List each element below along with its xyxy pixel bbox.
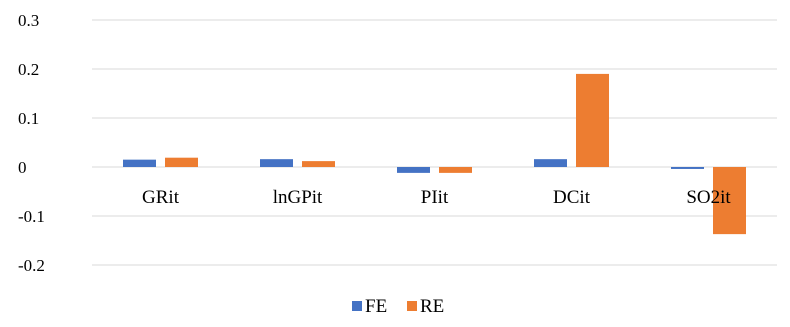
category-label: GRit bbox=[142, 187, 180, 208]
legend: FE RE bbox=[352, 296, 444, 317]
y-tick-label: 0.2 bbox=[18, 60, 39, 79]
y-tick-label: -0.1 bbox=[18, 207, 45, 226]
y-tick-label: 0.3 bbox=[18, 11, 39, 30]
y-axis-tick-labels: -0.2 -0.1 0 0.1 0.2 0.3 bbox=[18, 11, 45, 275]
bar-re-dcit bbox=[576, 73, 609, 167]
gridlines bbox=[92, 19, 777, 266]
y-tick-label: -0.2 bbox=[18, 256, 45, 275]
y-tick-label: 0 bbox=[18, 158, 27, 177]
bar-re-piit bbox=[439, 167, 472, 173]
bar-fe-lngpit bbox=[260, 159, 293, 167]
legend-label-fe: FE bbox=[365, 296, 387, 317]
legend-swatch-fe bbox=[352, 301, 362, 311]
category-labels: GRit lnGPit PIit DCit SO2it bbox=[142, 187, 731, 208]
y-tick-label: 0.1 bbox=[18, 109, 39, 128]
legend-swatch-re bbox=[407, 301, 417, 311]
bar-fe-piit bbox=[397, 167, 430, 173]
bar-re-lngpit bbox=[302, 161, 335, 167]
legend-label-re: RE bbox=[420, 296, 444, 317]
bar-fe-dcit bbox=[534, 159, 567, 167]
category-label: DCit bbox=[553, 187, 591, 208]
bar-fe-grit bbox=[123, 159, 156, 167]
category-label: PIit bbox=[421, 187, 449, 208]
bars bbox=[123, 73, 746, 235]
category-label: lnGPit bbox=[273, 187, 323, 208]
bar-re-grit bbox=[165, 157, 198, 167]
bar-fe-so2it bbox=[671, 167, 704, 169]
category-label: SO2it bbox=[686, 187, 731, 208]
bar-re-so2it bbox=[713, 167, 746, 235]
